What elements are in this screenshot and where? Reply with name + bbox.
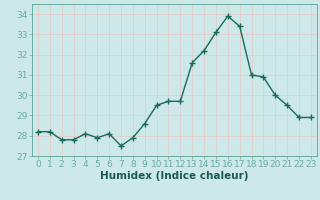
- X-axis label: Humidex (Indice chaleur): Humidex (Indice chaleur): [100, 171, 249, 181]
